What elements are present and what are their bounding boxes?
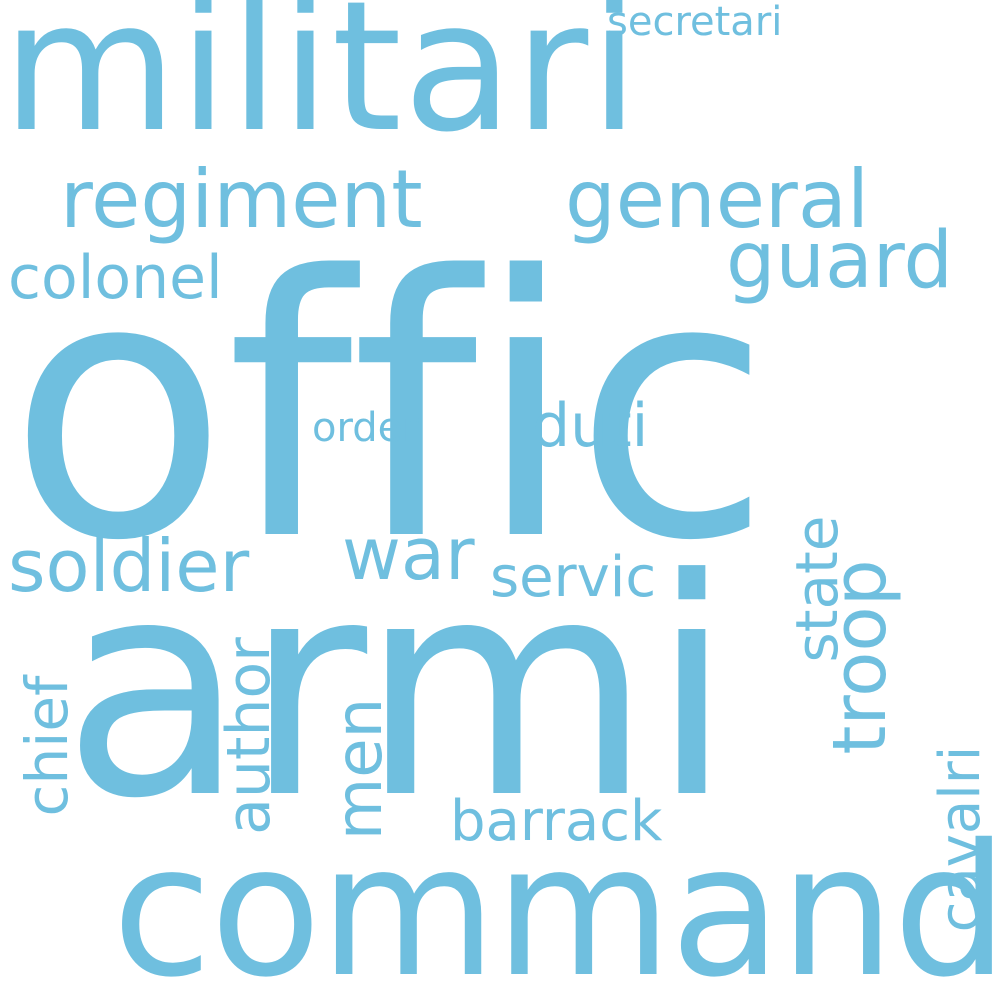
word-order: order (312, 405, 419, 451)
word-duti: duti (532, 391, 649, 461)
word-armi: armi (62, 515, 733, 864)
word-soldier: soldier (8, 524, 250, 608)
word-offic: offic (8, 200, 772, 619)
word-secretari: secretari (607, 0, 783, 45)
word-men: men (323, 697, 397, 841)
word-chief: chief (13, 675, 81, 817)
word-militari: militari (2, 0, 641, 172)
word-state: state (783, 515, 851, 663)
word-cavalri: cavalri (928, 745, 993, 933)
word-servic: servic (490, 545, 657, 610)
word-war: war (342, 512, 475, 596)
word-general: general (565, 153, 870, 246)
word-regiment: regiment (60, 153, 423, 246)
word-guard: guard (726, 216, 953, 306)
word-colonel: colonel (8, 243, 223, 313)
word-barrack: barrack (450, 789, 663, 854)
word-author: author (214, 637, 284, 835)
word-command: command (112, 805, 1000, 1000)
